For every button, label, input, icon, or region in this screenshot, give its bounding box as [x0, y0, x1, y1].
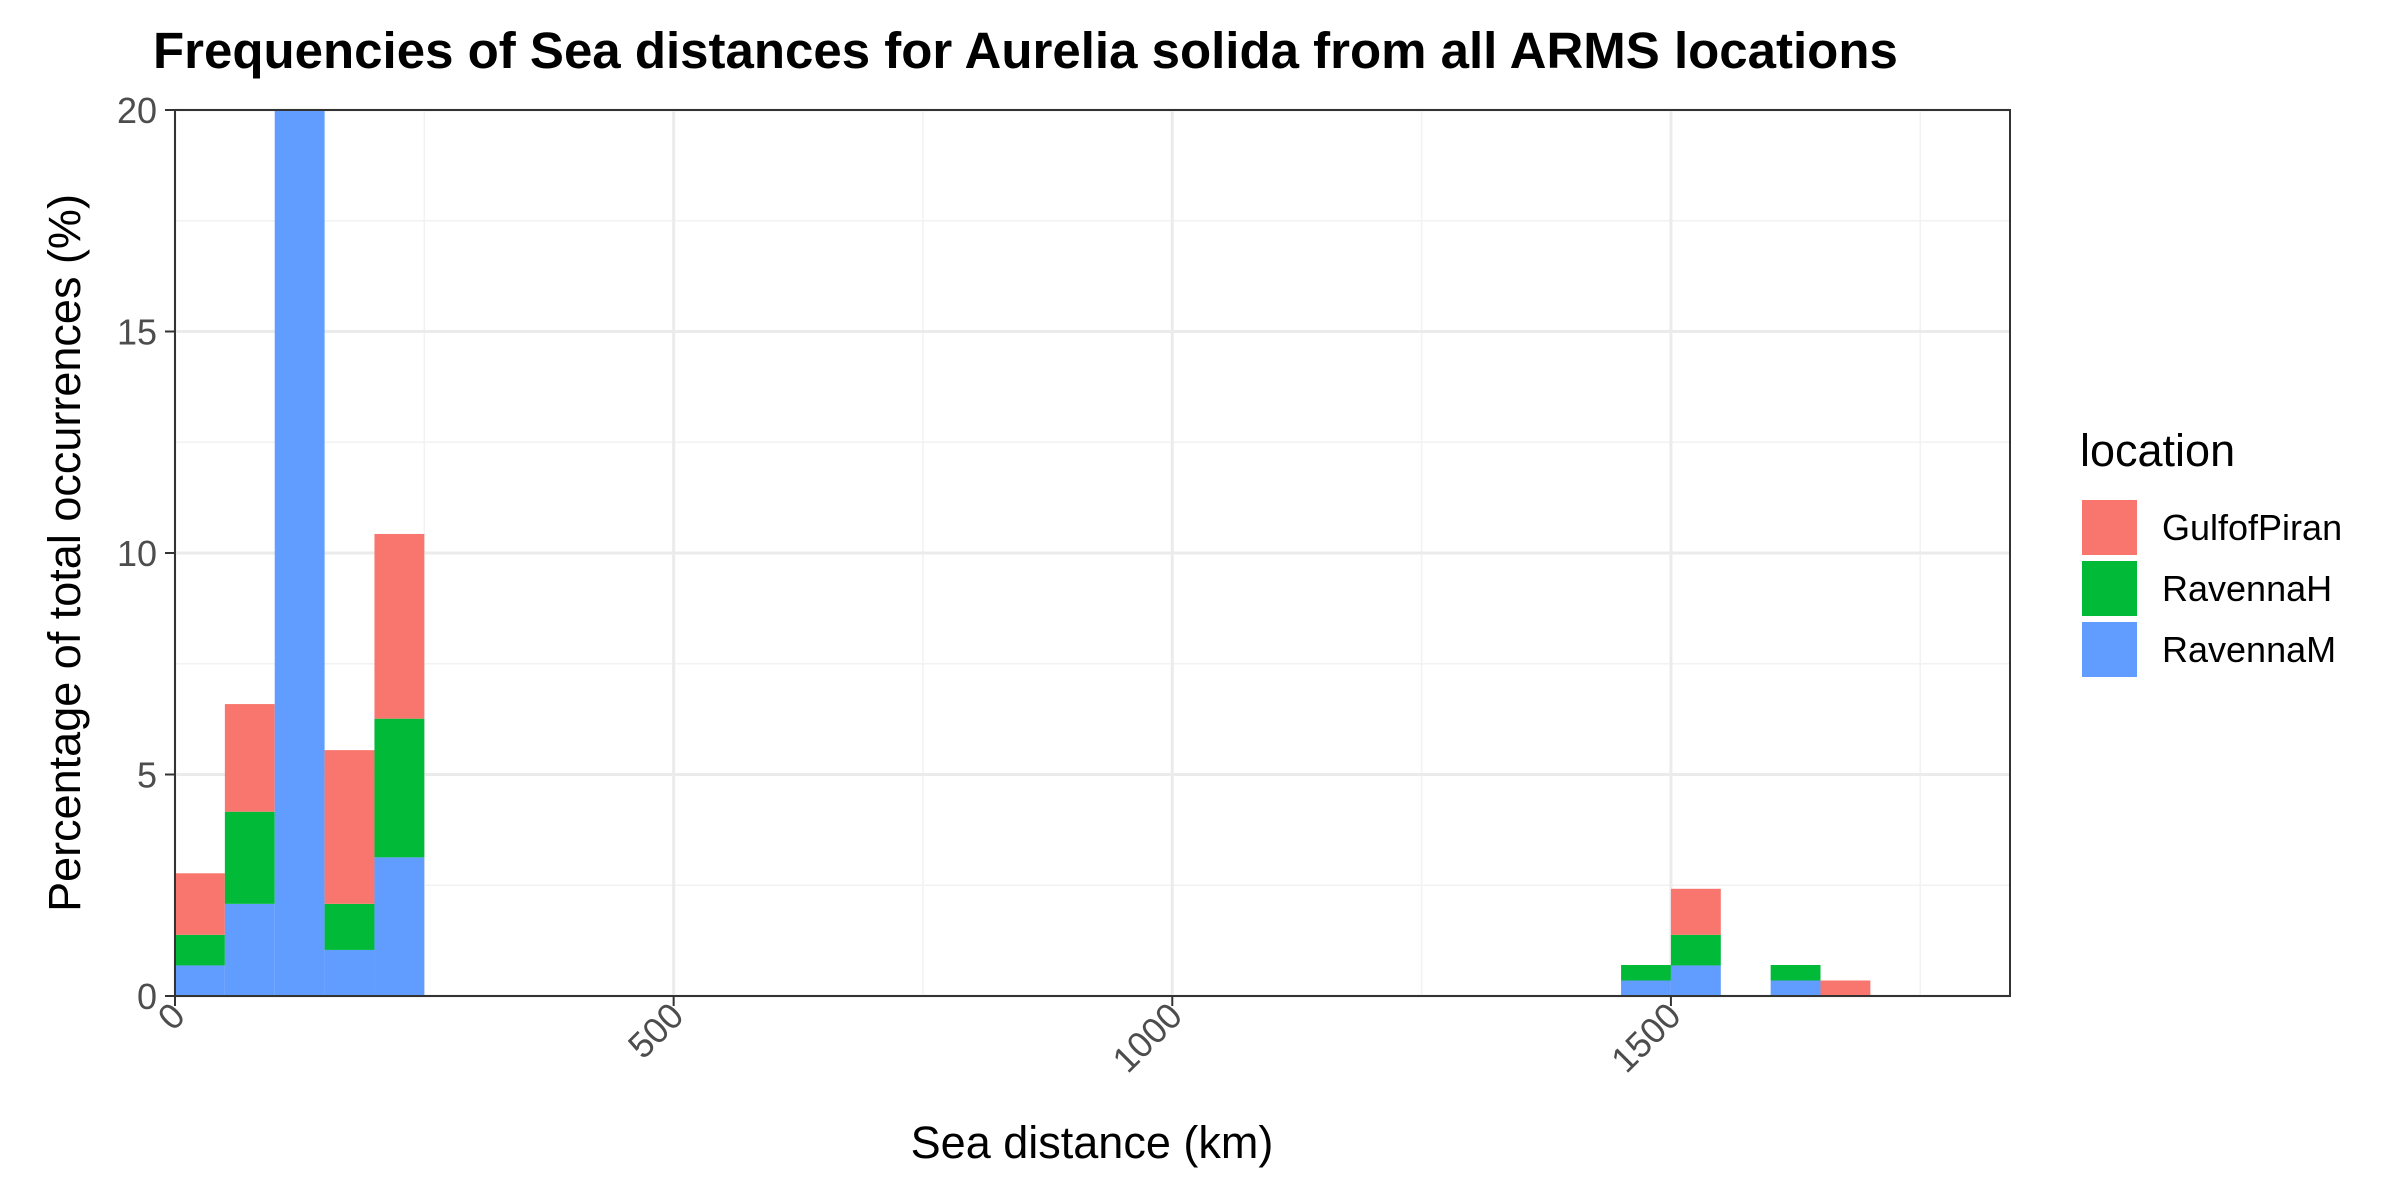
y-tick-label: 15	[117, 312, 157, 353]
bar-segment-gulfofpiran	[1820, 980, 1871, 996]
legend-key-gulfofpiran	[2082, 500, 2137, 555]
legend: location GulfofPiran RavennaH RavennaM	[2080, 425, 2342, 677]
x-axis-title: Sea distance (km)	[911, 1117, 1274, 1168]
bar-segment-ravennam	[1670, 965, 1721, 996]
bar-segment-gulfofpiran	[1670, 888, 1721, 935]
legend-label-ravennah: RavennaH	[2162, 568, 2332, 609]
y-tick-label: 10	[117, 533, 157, 574]
x-tick-label: 500	[620, 995, 691, 1066]
y-tick-label: 0	[137, 976, 157, 1017]
legend-label-gulfofpiran: GulfofPiran	[2162, 507, 2342, 548]
legend-key-ravennah	[2082, 561, 2137, 616]
x-axis: 0 500 1000 1500	[150, 995, 1689, 1081]
bars-layer	[175, 110, 1871, 996]
bar-segment-gulfofpiran	[175, 873, 225, 935]
y-tick-label: 20	[117, 90, 157, 131]
bar-segment-ravennah	[324, 903, 375, 950]
bar-segment-ravennam	[175, 965, 225, 996]
x-tick-label: 1000	[1104, 995, 1190, 1081]
bar-segment-gulfofpiran	[224, 704, 275, 812]
legend-title: location	[2080, 425, 2235, 476]
y-axis-title: Percentage of total occurrences (%)	[39, 194, 90, 912]
chart-title: Frequencies of Sea distances for Aurelia…	[153, 22, 1898, 79]
bar-segment-ravennah	[1670, 934, 1721, 966]
legend-key-ravennam	[2082, 622, 2137, 677]
legend-label-ravennam: RavennaM	[2162, 629, 2336, 670]
bar-segment-ravennam	[1770, 980, 1821, 996]
y-tick-label: 5	[137, 755, 157, 796]
bar-segment-gulfofpiran	[324, 750, 375, 904]
bar-segment-ravennah	[224, 811, 275, 904]
bar-segment-ravennam	[1621, 980, 1671, 996]
bar-segment-ravennam	[324, 949, 375, 996]
bar-segment-ravennam	[374, 857, 425, 996]
bar-segment-ravennah	[1770, 964, 1821, 981]
bar-segment-ravennam	[224, 903, 275, 996]
bar-segment-gulfofpiran	[374, 533, 425, 719]
x-tick-label: 0	[150, 995, 193, 1038]
bar-segment-ravennah	[1621, 964, 1671, 981]
bar-segment-ravennam	[274, 110, 325, 996]
bar-segment-ravennah	[374, 718, 425, 858]
x-tick-label: 1500	[1603, 995, 1689, 1081]
bar-segment-ravennah	[175, 934, 225, 966]
y-axis: 0 5 10 15 20	[117, 90, 175, 1017]
